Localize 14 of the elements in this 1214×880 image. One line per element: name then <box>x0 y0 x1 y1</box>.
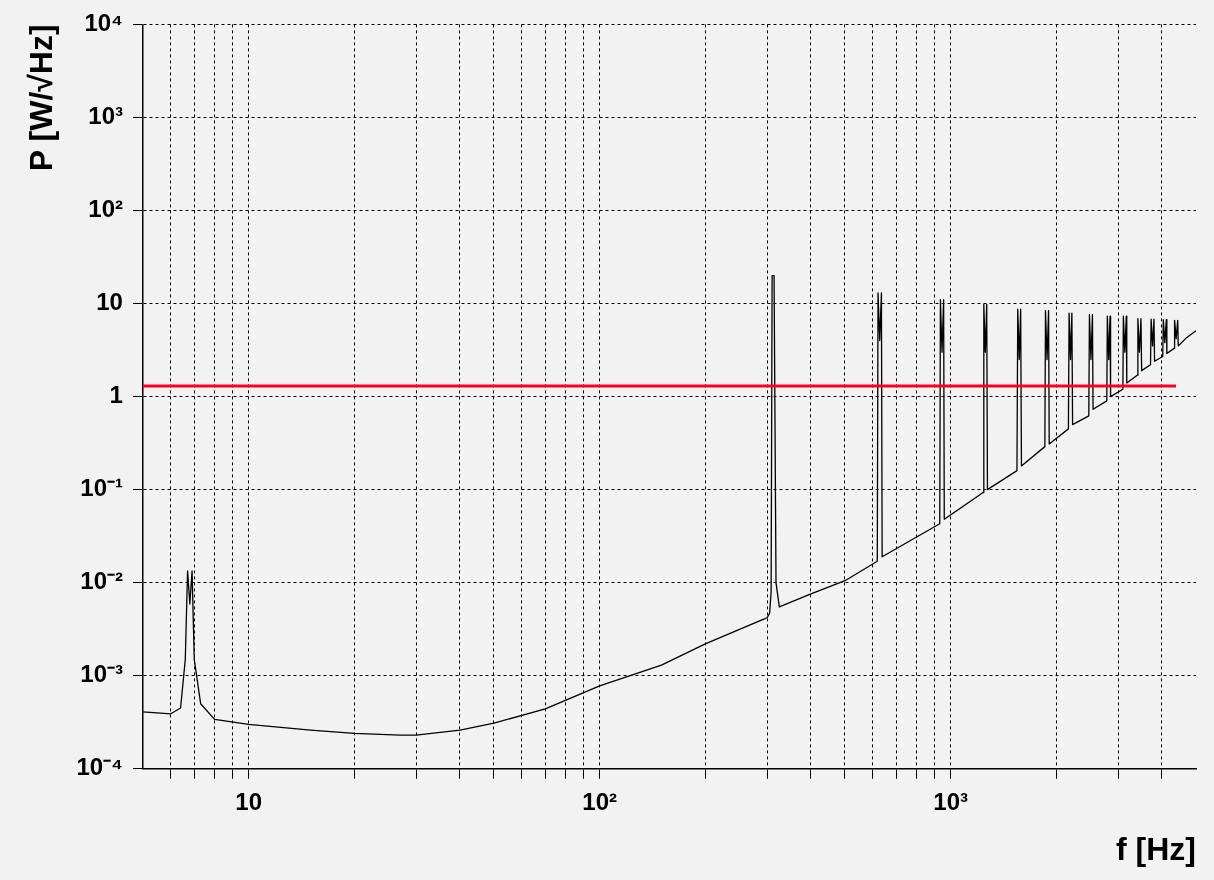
y-tick-label: 10⁻¹ <box>80 474 123 502</box>
y-tick-label: 10² <box>88 195 123 223</box>
x-tick-label: 10² <box>582 787 617 815</box>
y-tick-label: 10 <box>96 288 123 316</box>
y-tick-label: 10⁻³ <box>80 660 123 688</box>
y-tick-label: 1 <box>109 381 123 409</box>
x-axis-title: f [Hz] <box>1116 830 1196 867</box>
y-tick-label: 10⁴ <box>84 9 123 37</box>
x-tick-label: 10 <box>235 787 262 815</box>
y-tick-label: 10⁻² <box>80 567 123 595</box>
x-tick-label: 10³ <box>933 787 969 815</box>
y-axis-title: P [W/√Hz] <box>23 24 60 172</box>
y-tick-label: 10⁻⁴ <box>76 753 123 781</box>
y-tick-label: 10³ <box>88 102 123 130</box>
